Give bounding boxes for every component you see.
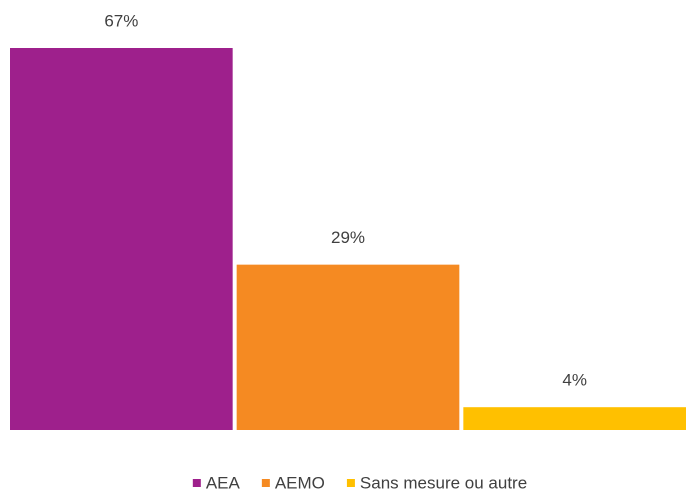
bar xyxy=(10,48,233,430)
legend-label: Sans mesure ou autre xyxy=(360,473,527,490)
legend-label: AEA xyxy=(206,473,241,490)
legend-swatch xyxy=(346,479,355,487)
bar xyxy=(236,264,460,430)
legend-label: AEMO xyxy=(275,473,325,490)
legend-swatch xyxy=(261,479,270,487)
bar xyxy=(463,407,686,430)
legend-swatch xyxy=(192,479,201,487)
data-label: 4% xyxy=(562,371,587,390)
data-label: 29% xyxy=(331,228,365,247)
data-label: 67% xyxy=(104,11,138,30)
